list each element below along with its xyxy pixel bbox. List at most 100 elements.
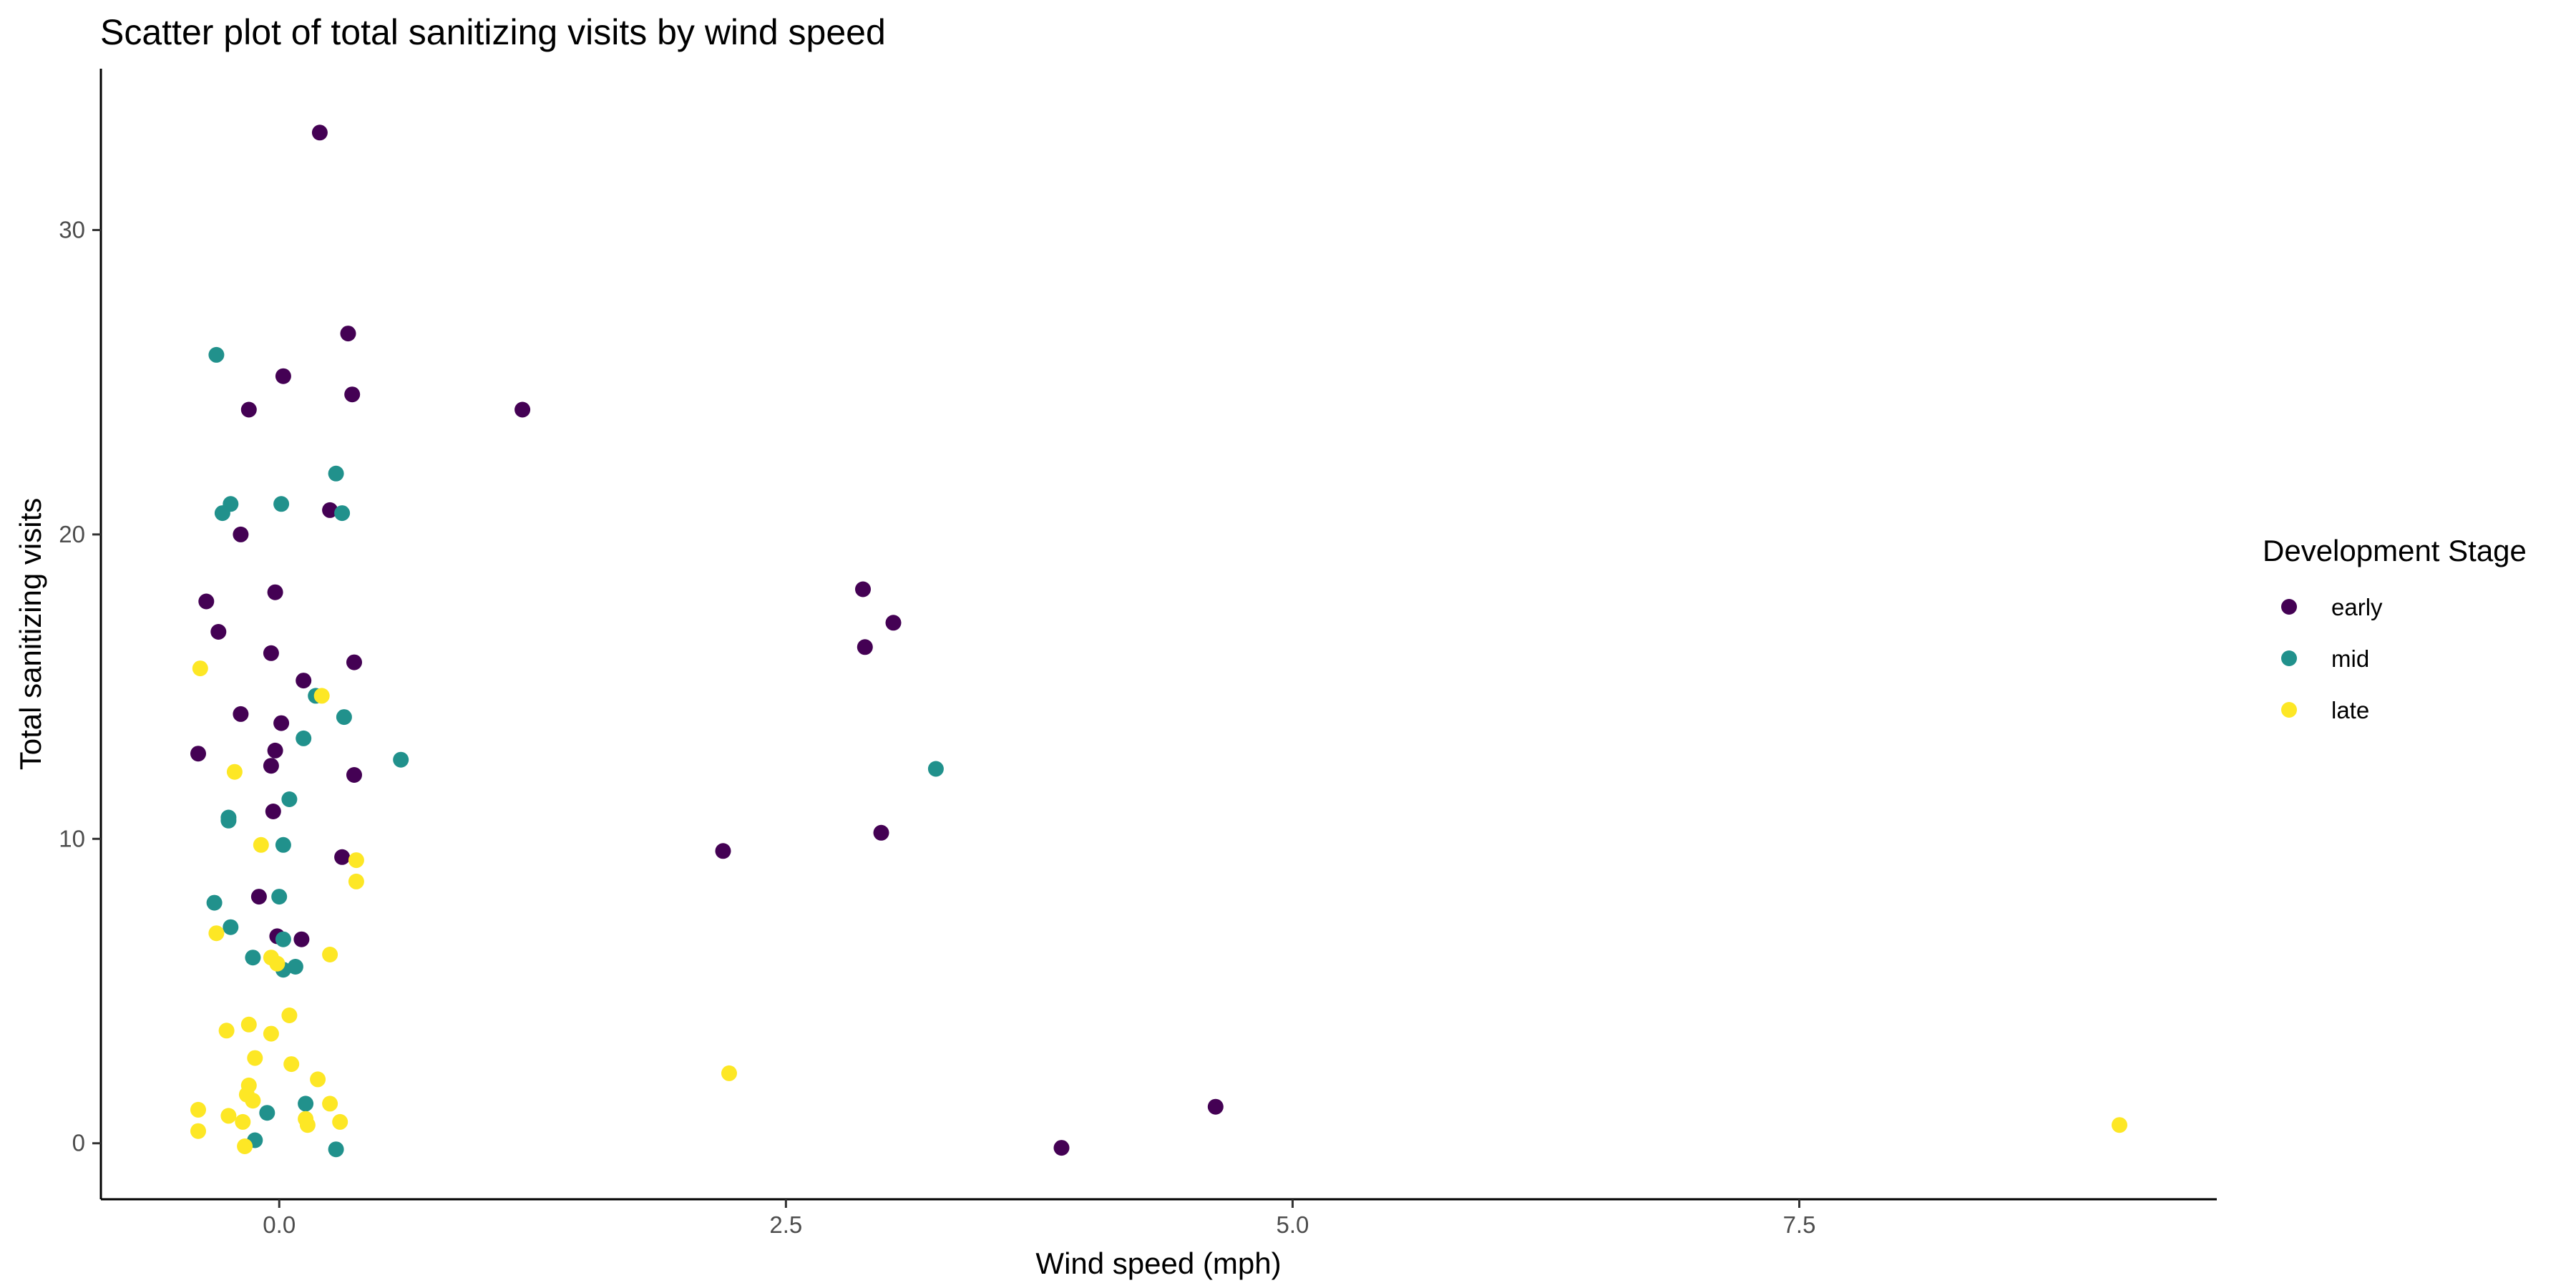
point-mid-4 (214, 505, 230, 522)
point-early-7 (233, 526, 249, 542)
y-axis-title: Total sanitizing visits (14, 498, 47, 770)
point-late-16 (721, 1065, 737, 1081)
point-early-13 (296, 673, 312, 689)
chart-title: Scatter plot of total sanitizing visits … (100, 12, 886, 52)
x-axis-title: Wind speed (mph) (1035, 1246, 1281, 1280)
point-late-21 (322, 1096, 338, 1112)
point-early-4 (240, 401, 257, 418)
point-late-17 (310, 1071, 326, 1088)
point-mid-14 (275, 836, 291, 853)
point-mid-0 (208, 346, 225, 363)
point-mid-9 (393, 751, 409, 768)
point-late-6 (208, 925, 225, 942)
point-late-28 (299, 1117, 316, 1133)
x-axis-ticks: 0.0 2.5 5.0 7.5 (263, 1199, 1815, 1238)
point-early-11 (263, 645, 279, 661)
point-early-24 (293, 931, 310, 947)
point-late-14 (247, 1050, 263, 1066)
point-early-3 (344, 386, 361, 403)
point-late-26 (332, 1113, 348, 1130)
point-early-29 (715, 843, 731, 859)
point-early-30 (1207, 1098, 1224, 1115)
point-late-27 (2112, 1117, 2127, 1133)
point-early-26 (885, 615, 902, 631)
x-tick-label: 2.5 (769, 1211, 802, 1238)
point-mid-11 (281, 791, 298, 807)
point-early-8 (267, 584, 283, 600)
point-late-7 (322, 947, 338, 962)
point-late-2 (226, 763, 243, 780)
point-late-12 (218, 1023, 235, 1039)
point-late-30 (237, 1138, 253, 1154)
point-mid-16 (271, 889, 288, 905)
point-late-13 (263, 1025, 279, 1042)
point-late-25 (235, 1113, 251, 1130)
x-tick-label: 5.0 (1276, 1211, 1309, 1238)
point-early-27 (857, 639, 873, 655)
y-tick-label: 10 (59, 825, 85, 852)
point-late-29 (190, 1123, 206, 1139)
legend: Development Stage early mid late (2263, 534, 2527, 723)
point-early-14 (233, 706, 249, 722)
point-late-23 (220, 1108, 237, 1124)
x-tick-label: 7.5 (1783, 1211, 1816, 1238)
y-tick-label: 0 (72, 1130, 85, 1156)
point-early-5 (514, 401, 531, 418)
legend-key-mid (2281, 650, 2297, 666)
point-early-2 (275, 368, 291, 384)
point-mid-8 (296, 730, 312, 746)
point-mid-20 (287, 959, 303, 975)
point-late-22 (190, 1101, 206, 1118)
point-mid-19 (245, 950, 261, 966)
point-late-9 (269, 955, 286, 972)
point-early-25 (855, 581, 871, 597)
point-mid-18 (275, 931, 291, 947)
point-early-1 (340, 326, 356, 342)
point-late-1 (313, 688, 330, 704)
point-early-20 (265, 804, 281, 819)
y-tick-label: 20 (59, 521, 85, 547)
point-early-0 (311, 125, 328, 141)
point-mid-23 (259, 1105, 275, 1121)
point-mid-25 (328, 1141, 344, 1158)
point-late-11 (240, 1016, 257, 1033)
point-late-3 (253, 836, 269, 853)
legend-key-late (2281, 702, 2297, 718)
legend-title: Development Stage (2263, 534, 2527, 567)
point-early-22 (250, 889, 267, 905)
point-mid-3 (273, 496, 290, 512)
point-early-18 (263, 758, 279, 774)
point-late-4 (348, 852, 364, 869)
point-early-28 (873, 824, 889, 841)
point-late-0 (192, 660, 208, 677)
point-mid-15 (206, 894, 223, 911)
point-early-17 (190, 746, 206, 762)
y-axis-ticks: 0 10 20 30 (59, 216, 101, 1156)
x-tick-label: 0.0 (263, 1211, 296, 1238)
point-early-21 (334, 849, 351, 865)
point-early-19 (346, 767, 362, 783)
point-late-5 (348, 873, 364, 889)
point-late-10 (281, 1008, 298, 1023)
point-mid-5 (334, 505, 351, 522)
point-early-6 (322, 502, 338, 518)
point-early-15 (273, 715, 290, 731)
point-mid-17 (223, 919, 239, 935)
point-mid-10 (927, 761, 944, 777)
point-early-9 (198, 593, 215, 610)
point-early-10 (210, 624, 227, 640)
point-mid-7 (336, 709, 352, 726)
legend-label-mid: mid (2331, 645, 2369, 672)
y-tick-label: 30 (59, 216, 85, 243)
point-early-16 (267, 742, 283, 758)
point-mid-1 (328, 465, 344, 482)
point-early-31 (1053, 1140, 1070, 1156)
point-mid-13 (220, 812, 237, 829)
point-early-12 (346, 654, 362, 670)
point-late-20 (245, 1093, 261, 1109)
points-layer (190, 125, 2127, 1158)
legend-label-early: early (2331, 594, 2383, 620)
legend-label-late: late (2331, 697, 2369, 723)
point-late-15 (283, 1056, 300, 1073)
